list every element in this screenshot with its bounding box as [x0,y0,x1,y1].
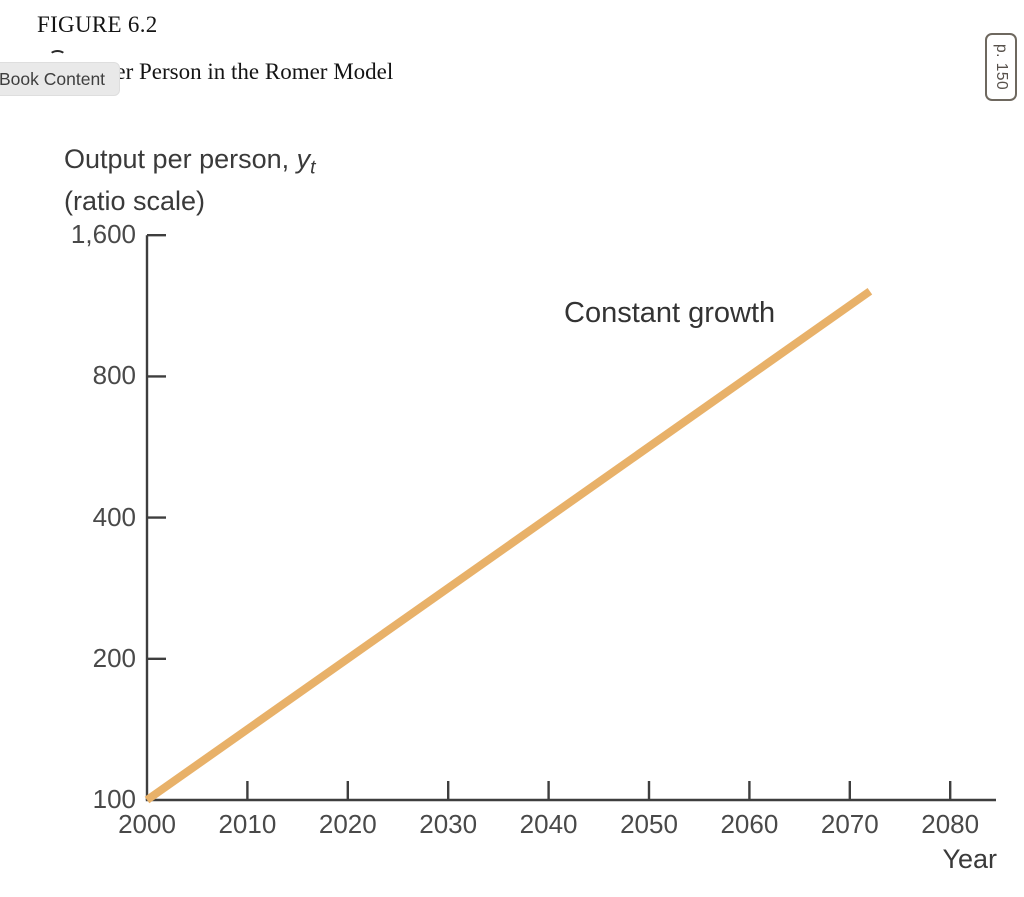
y-axis-variable: y [296,144,311,174]
line-annotation: Constant growth [564,297,776,329]
x-axis-title: Year [942,844,997,874]
figure-label: FIGURE 6.2 [37,12,158,37]
page-number-label: p. 150 [993,43,1010,91]
figure-title-visible-text: per Person in the Romer Model [103,59,394,84]
y-axis-variable-subscript: t [310,156,316,179]
page-number-badge[interactable]: p. 150 [985,33,1017,101]
y-axis-title-line2: (ratio scale) [64,186,206,217]
y-axis-title: Output per person, yt (ratio scale) [64,142,316,218]
growth-line [144,288,873,804]
book-content-tooltip[interactable]: Book Content [0,62,121,96]
y-axis-title-text: Output per person, [64,144,297,174]
hidden-text-artifact [49,50,66,62]
y-axis-title-line1: Output per person, yt [64,142,316,184]
